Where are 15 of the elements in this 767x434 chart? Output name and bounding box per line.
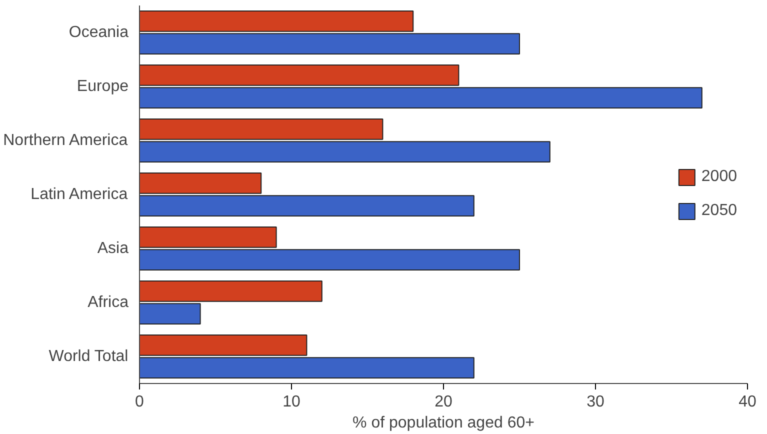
x-tick-label: 40 xyxy=(738,394,756,410)
y-tick-label: Northern America xyxy=(3,132,128,149)
y-tick-label: World Total xyxy=(48,348,128,365)
legend-label: 2000 xyxy=(701,168,737,186)
y-tick-label: Asia xyxy=(97,240,129,257)
y-tick-label: Latin America xyxy=(30,186,128,203)
x-tick-label: 30 xyxy=(586,394,604,410)
y-tick-label: Oceania xyxy=(68,24,129,41)
x-tick-label: 0 xyxy=(135,394,144,410)
y-tick-label: Africa xyxy=(88,294,129,311)
x-tick-label: 10 xyxy=(282,394,300,410)
x-tick-label: 20 xyxy=(434,394,452,410)
x-axis-title: % of population aged 60+ xyxy=(352,414,534,432)
legend-label: 2050 xyxy=(701,202,737,220)
y-tick-label: Europe xyxy=(76,78,129,95)
